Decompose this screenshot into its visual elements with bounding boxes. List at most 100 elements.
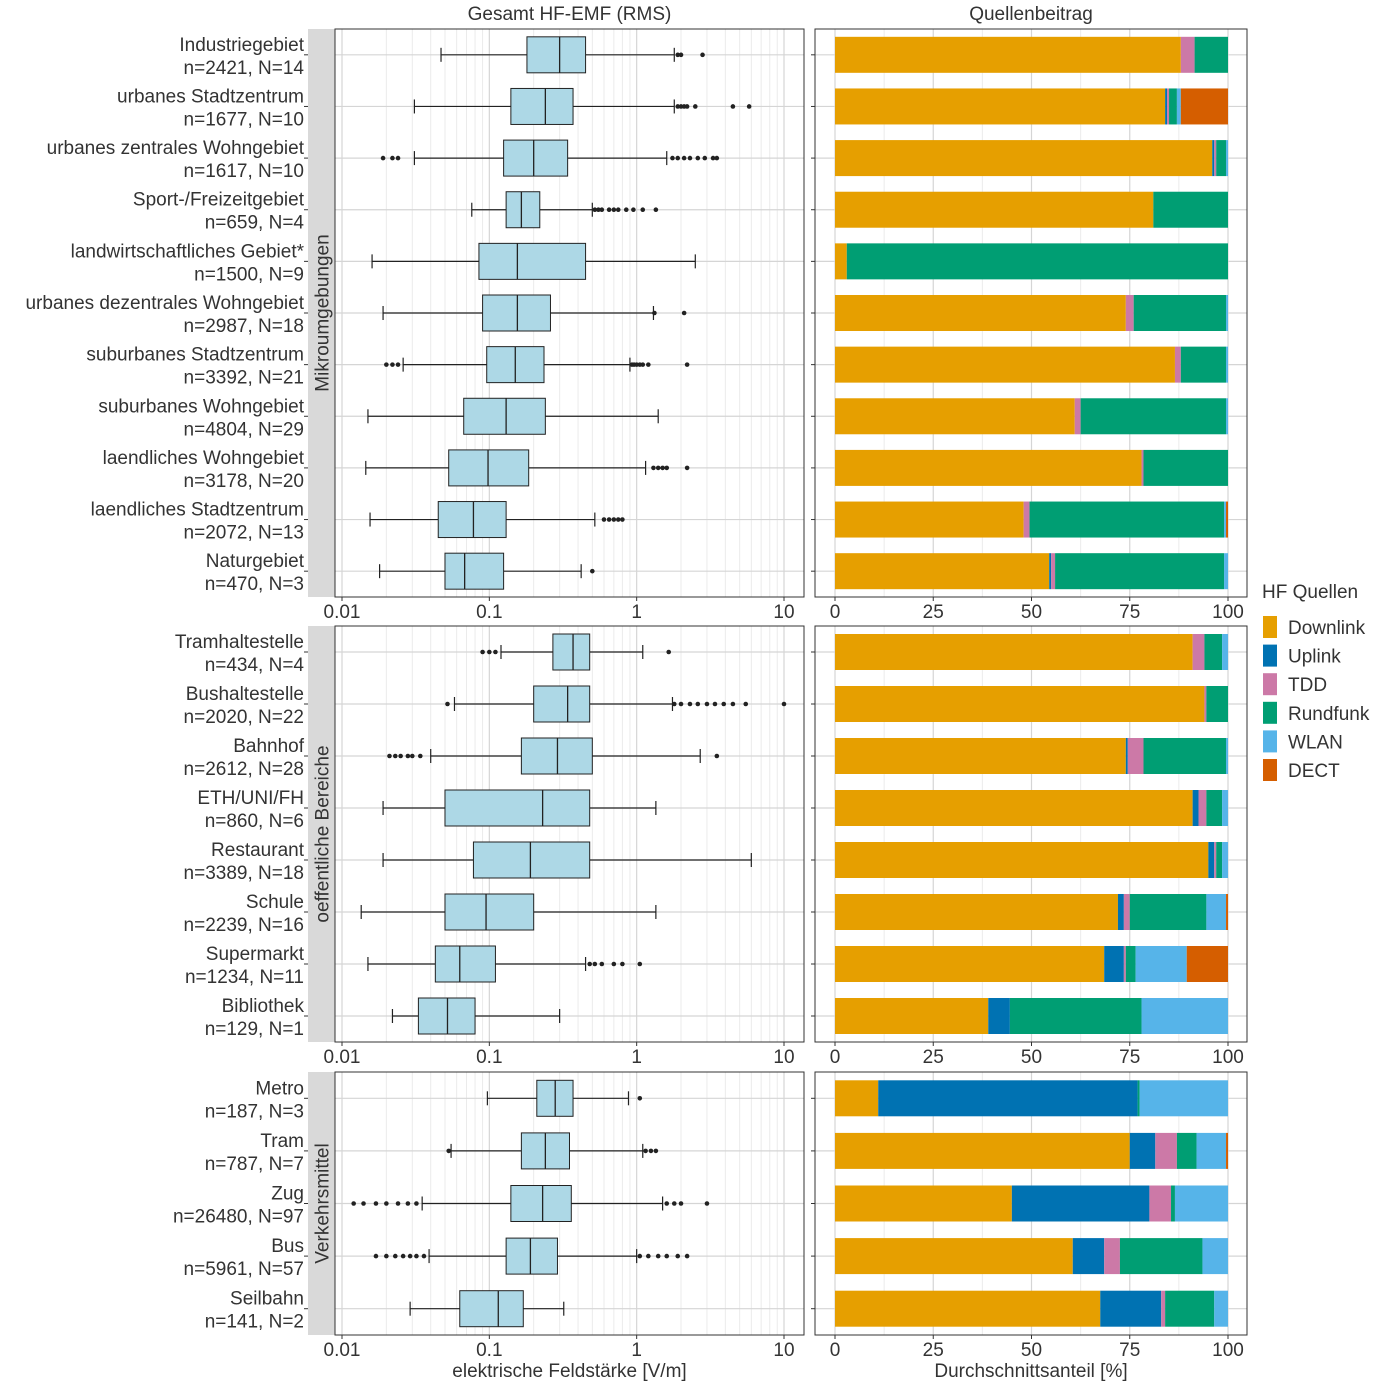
- outlier-point: [675, 52, 681, 58]
- box-iqr: [552, 633, 591, 671]
- sample-size-label: n=434, N=4: [205, 655, 305, 676]
- x-tick-label: 100: [1212, 602, 1244, 623]
- outlier-point: [721, 701, 727, 707]
- bar-segment-dect: [1186, 946, 1228, 982]
- outlier-point: [373, 1201, 379, 1206]
- category-label: Naturgebiet: [206, 551, 305, 572]
- bar-segment-rundfunk: [1153, 191, 1228, 228]
- box-iqr: [482, 294, 551, 332]
- bar-segment-rundfunk: [1009, 998, 1142, 1034]
- outlier-point: [392, 1253, 398, 1259]
- bar-segment-wlan: [1224, 501, 1227, 538]
- outlier-point: [710, 155, 716, 161]
- bar-segment-tdd: [1127, 738, 1144, 774]
- bar-segment-tdd: [1155, 1132, 1177, 1169]
- x-tick-label: 0.1: [476, 1047, 502, 1068]
- outlier-point: [671, 1201, 677, 1206]
- bar-segment-wlan: [1206, 894, 1227, 930]
- outlier-point: [395, 362, 401, 367]
- box-iqr: [505, 1237, 558, 1275]
- bar-segment-rundfunk: [1216, 140, 1227, 177]
- left-panel-border: [334, 1071, 805, 1336]
- outlier-point: [615, 517, 621, 522]
- outlier-point: [640, 362, 646, 367]
- outlier-point: [671, 701, 677, 707]
- right-panel-title: Quellenbeitrag: [969, 4, 1093, 25]
- outlier-point: [687, 701, 693, 707]
- outlier-point: [623, 207, 629, 213]
- bar-segment-downlink: [835, 243, 847, 280]
- bar-segment-dect: [1226, 1132, 1228, 1169]
- sample-size-label: n=4804, N=29: [184, 419, 304, 440]
- legend-item-label: DECT: [1288, 761, 1340, 782]
- bar-segment-downlink: [835, 36, 1181, 73]
- bar-segment-tdd: [1125, 295, 1134, 331]
- outlier-point: [637, 1253, 643, 1259]
- x-tick-label: 50: [1021, 1340, 1042, 1361]
- bar-segment-wlan: [1141, 998, 1228, 1034]
- category-label: landwirtschaftliches Gebiet*: [71, 241, 305, 262]
- bar-segment-downlink: [835, 398, 1075, 435]
- category-label: Metro: [255, 1078, 304, 1099]
- bar-segment-rundfunk: [1125, 946, 1136, 982]
- category-label: Zug: [271, 1184, 304, 1205]
- outlier-point: [675, 1253, 681, 1259]
- facet-strip-label: Verkehrsmittel: [313, 1143, 334, 1263]
- bar-segment-downlink: [835, 1132, 1130, 1169]
- box-iqr: [472, 841, 591, 879]
- sample-size-label: n=187, N=3: [205, 1101, 304, 1122]
- legend-item-label: Downlink: [1288, 618, 1366, 639]
- sample-size-label: n=1677, N=10: [184, 109, 304, 130]
- bar-segment-rundfunk: [1171, 1185, 1175, 1222]
- category-label: Tram: [260, 1131, 304, 1152]
- category-label: urbanes dezentrales Wohngebiet: [25, 293, 304, 314]
- box-iqr: [459, 1290, 524, 1328]
- bar-segment-rundfunk: [1180, 346, 1227, 383]
- x-tick-label: 75: [1119, 602, 1140, 623]
- legend-swatch: [1263, 673, 1277, 696]
- bar-segment-uplink: [1072, 1238, 1105, 1275]
- sample-size-label: n=26480, N=97: [173, 1207, 304, 1228]
- outlier-point: [704, 1201, 710, 1206]
- outlier-point: [400, 1253, 406, 1259]
- outlier-point: [660, 465, 665, 471]
- bar-segment-uplink: [1165, 88, 1168, 125]
- outlier-point: [390, 362, 395, 367]
- bar-segment-tdd: [1074, 398, 1081, 435]
- outlier-point: [681, 155, 687, 161]
- bar-segment-rundfunk: [846, 243, 1228, 280]
- outlier-point: [587, 961, 593, 967]
- bar-segment-downlink: [835, 1290, 1101, 1327]
- sample-size-label: n=3178, N=20: [184, 471, 304, 492]
- outlier-point: [398, 753, 403, 759]
- sample-size-label: n=2612, N=28: [184, 759, 304, 780]
- bar-segment-downlink: [835, 634, 1193, 670]
- bar-segment-downlink: [835, 998, 989, 1034]
- bar-segment-tdd: [1123, 894, 1130, 930]
- bar-segment-tdd: [1214, 842, 1217, 878]
- category-label: Bahnhof: [233, 736, 305, 757]
- bar-segment-uplink: [988, 998, 1010, 1034]
- bar-segment-tdd: [1174, 346, 1181, 383]
- bar-segment-tdd: [1161, 1290, 1166, 1327]
- x-tick-label: 75: [1119, 1340, 1140, 1361]
- sample-size-label: n=1234, N=11: [185, 967, 304, 988]
- category-label: Seilbahn: [230, 1289, 304, 1310]
- bar-segment-wlan: [1135, 946, 1187, 982]
- outlier-point: [746, 104, 752, 109]
- bar-segment-downlink: [835, 894, 1118, 930]
- box-iqr: [434, 945, 496, 983]
- bar-segment-tdd: [1123, 946, 1126, 982]
- outlier-point: [380, 155, 386, 161]
- bar-segment-wlan: [1176, 88, 1181, 125]
- bar-segment-uplink: [1049, 553, 1052, 590]
- bar-segment-wlan: [1226, 398, 1228, 435]
- bar-segment-tdd: [1104, 1238, 1120, 1275]
- outlier-point: [712, 701, 718, 707]
- bar-segment-tdd: [1180, 36, 1195, 73]
- bar-segment-downlink: [835, 346, 1175, 383]
- x-tick-label: 0.1: [476, 602, 502, 623]
- sample-size-label: n=3392, N=21: [184, 368, 304, 389]
- outlier-point: [493, 649, 498, 655]
- bar-segment-tdd: [1023, 501, 1030, 538]
